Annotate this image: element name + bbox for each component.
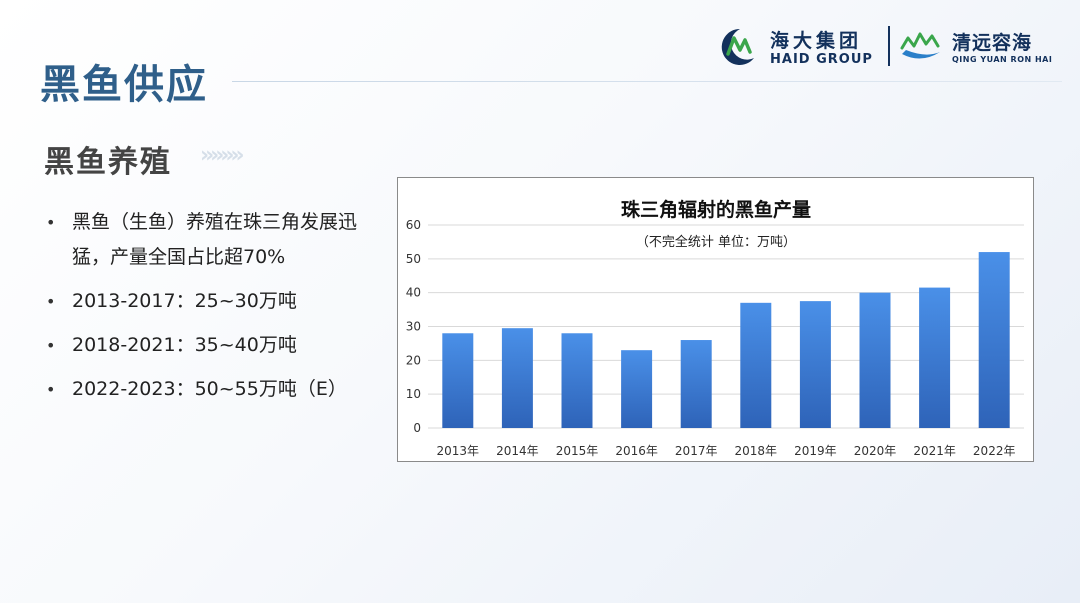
bar: [740, 302, 772, 428]
page-title: 黑鱼供应: [40, 62, 208, 108]
bar: [978, 252, 1010, 428]
chevron-decoration-icon: ››››››››: [200, 143, 244, 168]
qingyuan-logo-en: QING YUAN RON HAI: [952, 55, 1053, 64]
x-tick-label: 2018年: [735, 444, 778, 458]
y-tick-label: 40: [406, 286, 421, 300]
y-tick-label: 30: [406, 320, 421, 334]
bullet-item: 2022-2023：50~55万吨（E）: [46, 372, 376, 407]
x-tick-label: 2016年: [615, 444, 658, 458]
title-divider: [232, 81, 1062, 82]
chart-svg: 珠三角辐射的黑鱼产量 （不完全统计 单位：万吨） 0 10 20 30 40 50 60 20…: [406, 198, 1024, 458]
chart-subtitle: （不完全统计 单位：万吨）: [636, 234, 796, 250]
production-chart: 珠三角辐射的黑鱼产量 （不完全统计 单位：万吨） 0 10 20 30 40 50 60 20…: [397, 177, 1034, 462]
haid-logo-icon: [721, 28, 754, 65]
bar: [680, 340, 712, 428]
x-tick-label: 2022年: [973, 444, 1016, 458]
y-tick-label: 20: [406, 353, 421, 367]
bar: [859, 292, 891, 428]
y-tick-label: 0: [413, 421, 421, 435]
y-tick-label: 10: [406, 387, 421, 401]
x-tick-label: 2021年: [913, 444, 956, 458]
x-tick-label: 2013年: [437, 444, 480, 458]
y-tick-label: 60: [406, 218, 421, 232]
x-tick-label: 2019年: [794, 444, 837, 458]
bar: [621, 350, 653, 428]
bar: [919, 287, 951, 428]
bar: [501, 328, 533, 428]
bullet-item: 2013-2017：25~30万吨: [46, 284, 376, 319]
qingyuan-logo: 清远容海 QING YUAN RON HAI: [898, 24, 1058, 70]
logo-separator: [888, 26, 890, 66]
haid-logo: 海大集团 HAID GROUP: [714, 24, 874, 70]
x-tick-label: 2015年: [556, 444, 599, 458]
haid-logo-cn: 海大集团: [770, 30, 863, 52]
qingyuan-logo-cn: 清远容海: [952, 32, 1033, 54]
y-tick-label: 50: [406, 252, 421, 266]
haid-logo-en: HAID GROUP: [770, 52, 873, 67]
bar: [561, 333, 593, 428]
x-tick-label: 2014年: [496, 444, 539, 458]
bullet-item: 黑鱼（生鱼）养殖在珠三角发展迅猛，产量全国占比超70%: [46, 205, 376, 275]
bullet-item: 2018-2021：35~40万吨: [46, 328, 376, 363]
qingyuan-logo-icon: [900, 32, 940, 59]
section-subtitle: 黑鱼养殖: [44, 145, 172, 180]
chart-title: 珠三角辐射的黑鱼产量: [621, 198, 811, 221]
x-tick-label: 2017年: [675, 444, 718, 458]
x-tick-label: 2020年: [854, 444, 897, 458]
bar: [799, 301, 831, 428]
bar: [442, 333, 474, 428]
bullet-list: 黑鱼（生鱼）养殖在珠三角发展迅猛，产量全国占比超70% 2013-2017：25…: [46, 205, 376, 416]
